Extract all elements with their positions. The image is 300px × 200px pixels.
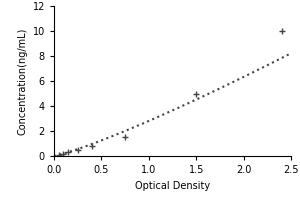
X-axis label: Optical Density: Optical Density bbox=[135, 181, 210, 191]
Y-axis label: Concentration(ng/mL): Concentration(ng/mL) bbox=[17, 27, 27, 135]
